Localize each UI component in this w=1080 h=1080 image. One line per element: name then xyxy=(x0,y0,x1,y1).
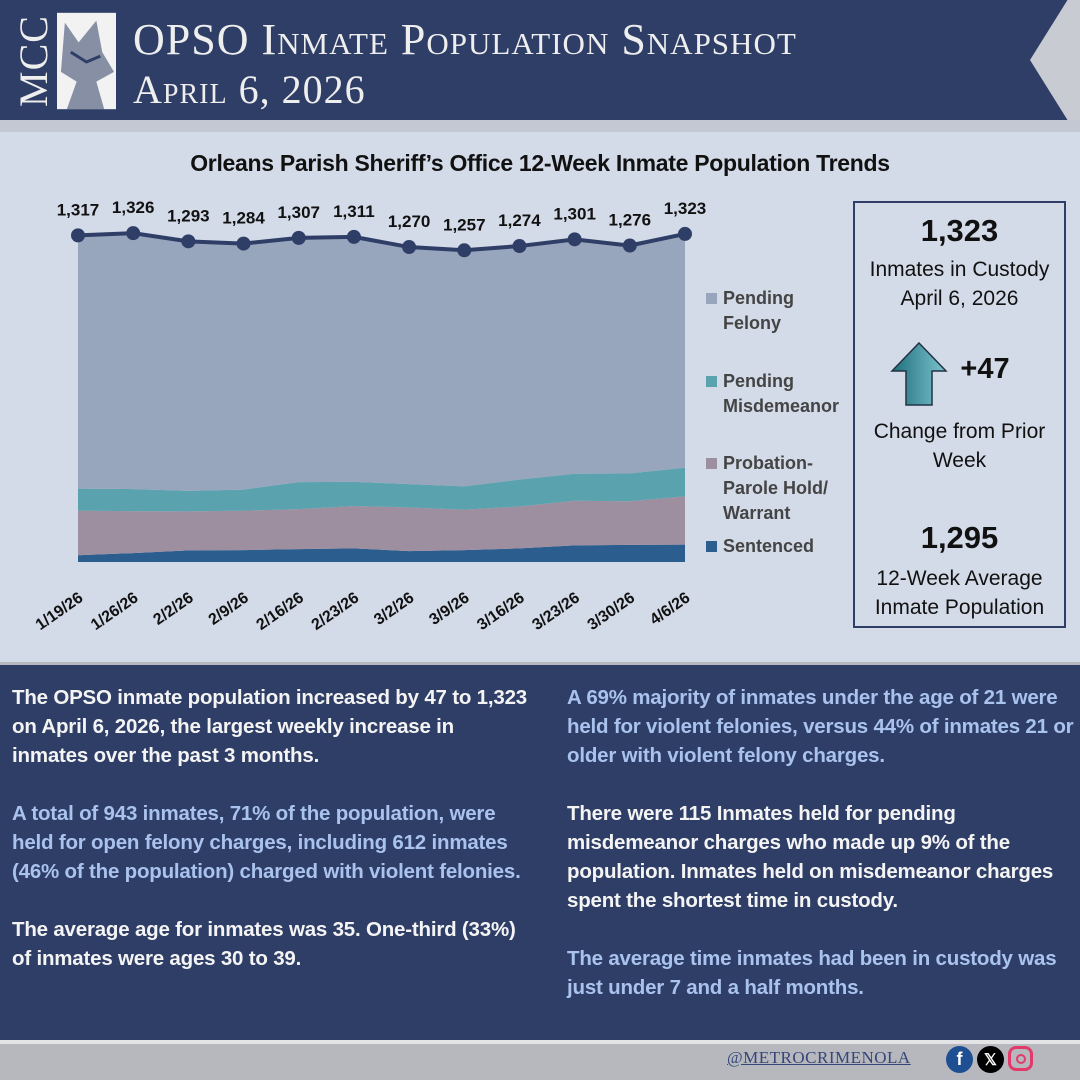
area-pending-misdemeanor xyxy=(78,467,685,512)
total-point xyxy=(126,226,141,241)
legend-label: Pending xyxy=(723,288,794,308)
x-tick-label: 1/26/26 xyxy=(88,589,142,634)
divider xyxy=(0,1040,1080,1044)
page-title: OPSO Inmate Population Snapshot xyxy=(133,15,797,64)
page-date: April 6, 2026 xyxy=(133,67,366,112)
legend-label: Parole Hold/ xyxy=(723,478,828,498)
x-tick-label: 3/9/26 xyxy=(426,589,472,628)
change-label: Change from Prior xyxy=(873,420,1046,443)
total-point xyxy=(512,239,527,254)
summary-paragraph: The average time inmates had been in cus… xyxy=(567,947,1057,999)
summary-paragraph: There were 115 Inmates held for pending … xyxy=(567,802,1054,912)
total-point xyxy=(181,234,196,249)
wolf-icon xyxy=(57,12,116,110)
average-count: 1,295 xyxy=(920,520,999,555)
stats-box: 1,323 Inmates in Custody April 6, 2026 +… xyxy=(853,201,1066,628)
chevron-decoration xyxy=(1030,0,1080,120)
total-point xyxy=(567,232,582,247)
summary-right: A 69% majority of inmates under the age … xyxy=(567,683,1077,1031)
total-point xyxy=(622,238,637,253)
x-tick-label: 2/23/26 xyxy=(309,589,363,634)
total-point xyxy=(346,229,361,244)
data-label: 1,270 xyxy=(388,212,431,231)
total-point xyxy=(678,226,692,241)
social-handle-link[interactable]: @METROCRIMENOLA xyxy=(727,1048,911,1067)
legend-label: Pending xyxy=(723,371,794,391)
area-sentenced xyxy=(78,544,685,562)
x-icon[interactable]: 𝕏 xyxy=(977,1046,1004,1073)
up-arrow-icon xyxy=(890,341,948,406)
change-label-2: Week xyxy=(932,449,987,472)
data-label: 1,274 xyxy=(498,211,541,230)
x-tick-label: 3/23/26 xyxy=(529,589,583,634)
legend-label: Warrant xyxy=(723,503,790,523)
x-tick-label: 3/30/26 xyxy=(585,589,639,634)
total-point xyxy=(402,240,417,255)
summary-paragraph: The OPSO inmate population increased by … xyxy=(12,686,527,767)
data-label: 1,307 xyxy=(277,203,320,222)
data-label: 1,276 xyxy=(609,211,652,230)
logo-text: MCC xyxy=(11,15,56,107)
legend-label: Probation- xyxy=(723,453,813,473)
mcc-logo: MCC xyxy=(10,12,116,110)
data-label: 1,326 xyxy=(112,198,155,217)
average-label: 12-Week Average xyxy=(876,567,1043,590)
data-label: 1,301 xyxy=(553,204,596,223)
current-label: Inmates in Custody xyxy=(869,258,1050,281)
data-label: 1,323 xyxy=(664,199,707,218)
total-point xyxy=(236,236,251,251)
legend-swatch xyxy=(706,293,717,304)
chart-title: Orleans Parish Sheriff’s Office 12-Week … xyxy=(190,150,890,176)
instagram-icon[interactable] xyxy=(1008,1046,1033,1071)
total-point xyxy=(291,230,306,245)
x-tick-label: 3/16/26 xyxy=(474,589,528,634)
divider xyxy=(0,120,1080,132)
x-tick-label: 3/2/26 xyxy=(371,589,417,628)
legend-label: Misdemeanor xyxy=(723,396,839,416)
total-line xyxy=(77,231,686,253)
facebook-icon[interactable]: f xyxy=(946,1046,973,1073)
total-point xyxy=(457,243,472,258)
summary-left: The OPSO inmate population increased by … xyxy=(12,683,532,1002)
x-tick-label: 2/2/26 xyxy=(150,589,196,628)
data-label: 1,311 xyxy=(333,202,375,221)
legend-swatch xyxy=(706,376,717,387)
header: MCC OPSO Inmate Population Snapshot Apri… xyxy=(0,0,1080,120)
x-tick-label: 4/6/26 xyxy=(647,589,693,628)
area-pending-felony xyxy=(78,233,685,491)
x-tick-label: 1/19/26 xyxy=(33,589,87,634)
current-count: 1,323 xyxy=(920,213,999,248)
legend-swatch xyxy=(706,541,717,552)
legend-label: Felony xyxy=(723,313,781,333)
summary-paragraph: The average age for inmates was 35. One-… xyxy=(12,918,516,970)
x-tick-label: 2/16/26 xyxy=(254,589,308,634)
weekly-change: +47 xyxy=(960,353,1010,385)
summary-paragraph: A total of 943 inmates, 71% of the popul… xyxy=(12,802,521,883)
area-probation-parole-hold-warrant xyxy=(78,496,685,556)
data-label: 1,317 xyxy=(57,200,100,219)
data-label: 1,257 xyxy=(443,215,486,234)
summary-panel xyxy=(0,665,1080,1040)
x-tick-label: 2/9/26 xyxy=(206,589,252,628)
data-label: 1,293 xyxy=(167,206,210,225)
current-date: April 6, 2026 xyxy=(900,287,1019,310)
total-point xyxy=(71,228,85,243)
average-label-2: Inmate Population xyxy=(874,596,1045,619)
summary-paragraph: A 69% majority of inmates under the age … xyxy=(567,686,1074,767)
legend-label: Sentenced xyxy=(723,536,814,556)
population-chart: 1,317 1/19/26 1,326 1/26/26 1,293 2/2/26 1,284… xyxy=(33,198,839,634)
data-label: 1,284 xyxy=(222,209,265,228)
legend-swatch xyxy=(706,458,717,469)
